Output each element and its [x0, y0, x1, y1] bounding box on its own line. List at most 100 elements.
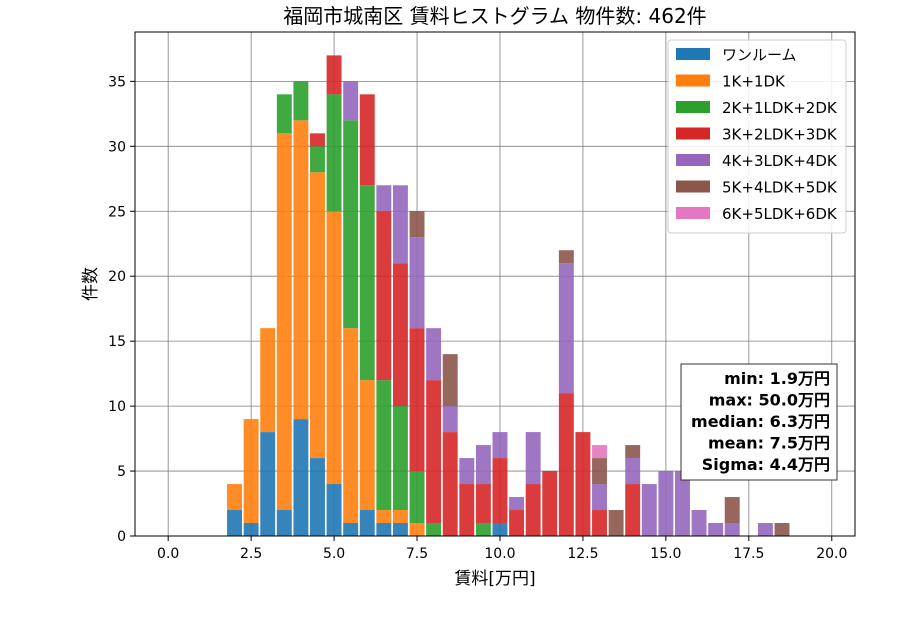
legend-swatch-2: [676, 101, 710, 113]
legend-label-6: 6K+5LDK+6DK: [722, 205, 838, 223]
bar-series-3: [625, 484, 641, 536]
bar-series-2: [310, 146, 325, 173]
y-tick-label: 15: [108, 334, 126, 350]
y-axis-label: 件数: [81, 267, 101, 301]
legend-box: [667, 39, 847, 234]
bar-series-3: [376, 211, 392, 381]
legend-label-2: 2K+1LDK+2DK: [722, 99, 838, 117]
bar-series-1: [293, 120, 309, 420]
bar-series-0: [392, 523, 408, 536]
bar-series-5: [558, 250, 574, 264]
bar-series-3: [392, 263, 408, 407]
bar-series-4: [492, 432, 508, 459]
y-tick-label: 20: [108, 269, 126, 285]
bar-series-0: [293, 419, 309, 536]
bar-series-4: [558, 263, 574, 394]
legend-swatch-0: [676, 48, 710, 60]
stats-line: min: 1.9万円: [724, 369, 830, 388]
bar-series-3: [409, 328, 425, 472]
legend-label-0: ワンルーム: [722, 46, 797, 64]
bar-series-1: [392, 510, 408, 524]
x-tick-label: 12.5: [567, 546, 598, 562]
bar-series-3: [475, 484, 491, 524]
x-tick-label: 0.0: [157, 546, 179, 562]
bar-series-4: [442, 406, 458, 433]
stats-line: mean: 7.5万円: [708, 434, 830, 453]
x-tick-label: 20.0: [816, 546, 847, 562]
x-tick-label: 5.0: [323, 546, 345, 562]
bar-series-3: [426, 380, 442, 524]
bar-series-0: [326, 484, 342, 536]
bar-series-4: [525, 432, 541, 485]
bar-series-4: [592, 484, 607, 511]
legend-label-3: 3K+2LDK+3DK: [722, 126, 838, 144]
bar-series-4: [658, 471, 674, 536]
x-tick-label: 7.5: [406, 546, 428, 562]
stats-box-frame: [680, 363, 838, 481]
bar-series-1: [343, 328, 359, 524]
x-tick-label: 15.0: [650, 546, 681, 562]
bar-series-4: [691, 510, 707, 536]
bar-series-6: [592, 445, 607, 459]
bar-series-5: [625, 445, 641, 459]
bar-series-5: [442, 354, 458, 407]
bar-series-2: [326, 94, 342, 212]
bar-series-5: [409, 211, 425, 238]
chart-title: 福岡市城南区 賃料ヒストグラム 物件数: 462件: [283, 4, 706, 28]
bar-series-4: [509, 497, 525, 511]
plot-frame: [134, 31, 856, 537]
bar-series-5: [774, 523, 790, 536]
bar-series-3: [459, 484, 475, 536]
bar-series-4: [426, 328, 442, 381]
y-tick-label: 35: [108, 74, 126, 90]
bar-series-0: [310, 458, 325, 536]
bar-series-1: [409, 523, 425, 536]
bar-series-4: [343, 81, 359, 121]
bar-series-4: [392, 185, 408, 264]
bar-series-4: [459, 458, 475, 485]
legend-swatch-4: [676, 154, 710, 166]
x-axis-label: 賃料[万円]: [454, 569, 535, 589]
bar-series-3: [558, 393, 574, 536]
bar-series-3: [542, 471, 558, 536]
bar-series-5: [608, 510, 624, 536]
bar-series-2: [392, 406, 408, 511]
y-tick-label: 5: [117, 464, 126, 480]
bar-series-4: [724, 523, 740, 536]
stats-line: Sigma: 4.4万円: [702, 455, 830, 474]
bar-series-2: [359, 185, 375, 381]
bar-series-2: [293, 81, 309, 121]
legend-swatch-6: [676, 207, 710, 219]
bar-series-2: [426, 523, 442, 536]
y-tick-label: 30: [108, 139, 126, 155]
bar-series-4: [708, 523, 724, 536]
bar-series-1: [326, 211, 342, 485]
bar-series-0: [243, 523, 259, 536]
bar-series-1: [227, 484, 243, 511]
bar-series-1: [260, 328, 276, 433]
legend-swatch-5: [676, 180, 710, 193]
bar-series-4: [376, 185, 392, 212]
bar-series-4: [409, 237, 425, 329]
bar-series-5: [592, 458, 607, 485]
bar-layer: [227, 55, 790, 536]
legend-label-4: 4K+3LDK+4DK: [722, 152, 838, 170]
bar-series-3: [592, 510, 607, 536]
legend: ワンルーム 1K+1DK 2K+1LDK+2DK 3K+2LDK+3DK 4K+3LDK…: [667, 39, 847, 234]
stats-box: min: 1.9万円 max: 50.0万円 median: 6.3万円 mean: …: [680, 363, 838, 481]
bar-series-2: [475, 523, 491, 536]
x-tick-label: 2.5: [240, 546, 262, 562]
bar-series-4: [757, 523, 773, 536]
bar-series-4: [475, 445, 491, 485]
bar-series-5: [724, 497, 740, 524]
bar-series-1: [359, 380, 375, 511]
bar-series-2: [343, 120, 359, 329]
stats-line: median: 6.3万円: [691, 412, 830, 431]
bar-series-0: [359, 510, 375, 536]
bar-series-4: [625, 458, 641, 485]
legend-label-5: 5K+4LDK+5DK: [722, 179, 838, 197]
y-axis-ticks: 0 5 10 15 20 25 30 35: [108, 74, 135, 545]
bar-series-0: [227, 510, 243, 536]
bar-series-3: [525, 484, 541, 536]
